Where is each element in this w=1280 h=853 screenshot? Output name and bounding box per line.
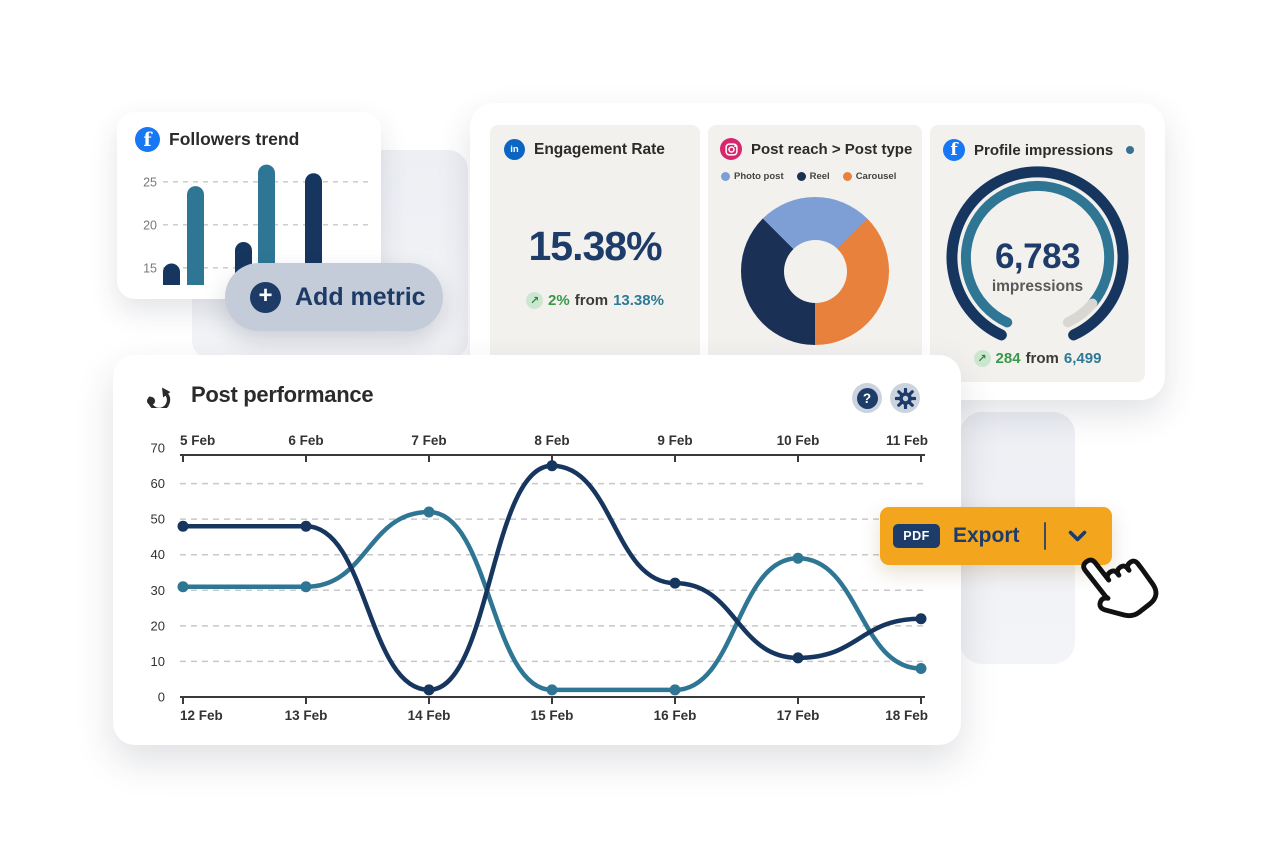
plus-icon: +	[250, 281, 281, 313]
svg-text:25: 25	[143, 175, 157, 189]
svg-text:40: 40	[151, 547, 165, 562]
svg-text:6 Feb: 6 Feb	[288, 433, 323, 448]
linkedin-icon: in	[504, 139, 525, 160]
metrics-panel: in Engagement Rate 15.38% ↗ 2% from 13.3…	[470, 103, 1165, 400]
impressions-previous-value: 6,499	[1063, 350, 1102, 367]
post-reach-card: Post reach > Post type Photo post Reel C…	[708, 125, 922, 375]
svg-text:7 Feb: 7 Feb	[411, 433, 446, 448]
impressions-value: 6,783	[994, 237, 1081, 276]
legend-dot-carousel	[842, 172, 852, 181]
facebook-icon: f	[135, 127, 160, 152]
engagement-from-label: from	[574, 292, 609, 309]
post-performance-chart: 70 60 50 40 30 20 10 0 5 Feb 12 Feb 6 Feb 13 Feb 7 F…	[151, 433, 928, 723]
legend-label-photo-post: Photo post	[734, 171, 784, 182]
engagement-rate-card: in Engagement Rate 15.38% ↗ 2% from 13.3…	[490, 125, 700, 375]
svg-text:70: 70	[151, 441, 165, 456]
gauge-outer-arc	[946, 166, 1129, 341]
button-divider	[1044, 522, 1046, 550]
gauge-inner-arc	[960, 180, 1115, 328]
trend-up-icon: ↗	[973, 350, 991, 367]
impressions-from-label: from	[1025, 350, 1059, 367]
settings-button[interactable]	[890, 383, 920, 413]
export-label: Export	[953, 524, 1020, 547]
svg-text:9 Feb: 9 Feb	[657, 433, 692, 448]
svg-text:18 Feb: 18 Feb	[885, 708, 928, 723]
svg-text:30: 30	[151, 583, 165, 598]
legend-dot-photo-post	[721, 172, 730, 181]
engagement-previous-value: 13.38%	[613, 292, 664, 309]
impressions-card-header: f Profile impressions	[943, 139, 1113, 161]
svg-text:20: 20	[143, 218, 157, 232]
add-metric-button[interactable]: + Add metric	[225, 263, 443, 331]
post-performance-title: Post performance	[191, 381, 374, 407]
speedometer-icon	[146, 387, 171, 408]
trend-up-icon: ↗	[526, 292, 544, 309]
question-mark-icon: ?	[856, 387, 878, 409]
svg-text:14 Feb: 14 Feb	[408, 708, 451, 723]
svg-text:15 Feb: 15 Feb	[531, 708, 574, 723]
add-metric-label: Add metric	[295, 282, 426, 311]
svg-text:20: 20	[151, 618, 165, 633]
post-performance-card: Post performance ? 70 60 50 40 30 20 10 0 5 Feb 1…	[113, 355, 961, 745]
profile-impressions-card: f Profile impressions 6,783 impressions …	[930, 125, 1145, 382]
gauge-remainder-arc	[1062, 298, 1098, 328]
svg-text:10: 10	[151, 654, 165, 669]
legend-item-carousel: Carousel	[842, 171, 897, 182]
impressions-delta: 284	[995, 350, 1021, 367]
drag-handle-dot[interactable]	[1126, 146, 1134, 154]
followers-card-header: f Followers trend	[135, 127, 299, 152]
svg-text:50: 50	[151, 512, 165, 527]
impressions-card-title: Profile impressions	[974, 141, 1114, 159]
gauge-center-text: 6,783 impressions	[930, 237, 1145, 296]
impressions-unit-label: impressions	[991, 278, 1084, 295]
engagement-rate-value: 15.38%	[528, 223, 662, 269]
chevron-down-icon[interactable]	[1068, 530, 1087, 543]
post-reach-card-header: Post reach > Post type	[720, 138, 912, 160]
engagement-change-row: ↗ 2% from 13.38%	[490, 292, 700, 309]
svg-text:5 Feb: 5 Feb	[180, 433, 215, 448]
followers-bar-chart: 25 20 15	[143, 164, 369, 285]
engagement-card-header: in Engagement Rate	[504, 139, 665, 160]
instagram-icon	[720, 138, 742, 160]
impressions-change-row: ↗ 284 from 6,499	[930, 350, 1145, 367]
export-button[interactable]: PDF Export	[880, 507, 1112, 565]
svg-text:11 Feb: 11 Feb	[886, 433, 928, 448]
impressions-gauge-chart	[946, 166, 1129, 341]
legend-label-carousel: Carousel	[855, 171, 897, 182]
legend-item-photo-post: Photo post	[721, 171, 784, 182]
post-type-donut-chart	[741, 197, 889, 345]
followers-card-title: Followers trend	[169, 129, 300, 149]
svg-text:16 Feb: 16 Feb	[654, 708, 697, 723]
svg-text:12 Feb: 12 Feb	[180, 708, 223, 723]
svg-text:10 Feb: 10 Feb	[777, 433, 820, 448]
gear-icon	[894, 387, 916, 409]
svg-text:60: 60	[151, 476, 165, 491]
pdf-badge: PDF	[893, 524, 940, 548]
legend-item-reel: Reel	[796, 171, 830, 182]
engagement-delta: 2%	[548, 292, 570, 309]
svg-text:0: 0	[158, 690, 165, 705]
post-reach-card-title: Post reach > Post type	[751, 140, 913, 158]
donut-legend: Photo post Reel Carousel	[721, 171, 896, 182]
legend-dot-reel	[796, 172, 806, 181]
legend-label-reel: Reel	[809, 171, 830, 182]
facebook-icon: f	[943, 139, 965, 161]
svg-text:8 Feb: 8 Feb	[534, 433, 569, 448]
svg-text:13 Feb: 13 Feb	[285, 708, 328, 723]
svg-text:15: 15	[143, 261, 157, 275]
help-button[interactable]: ?	[852, 383, 882, 413]
hand-cursor-icon	[1081, 557, 1159, 619]
post-performance-header: Post performance	[145, 381, 374, 408]
engagement-card-title: Engagement Rate	[534, 140, 665, 158]
svg-text:17 Feb: 17 Feb	[777, 708, 820, 723]
